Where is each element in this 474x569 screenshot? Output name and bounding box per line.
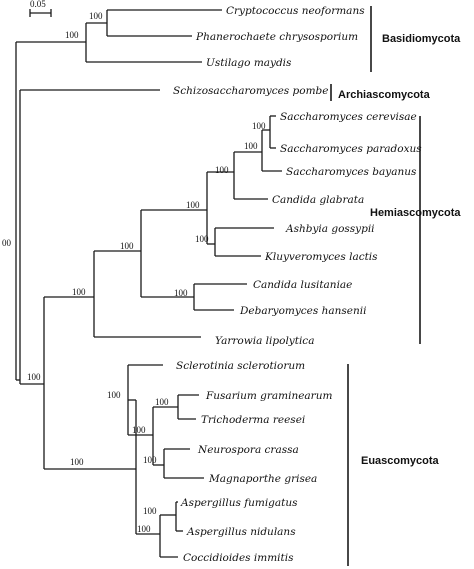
taxon-label: Saccharomyces paradoxus (280, 143, 422, 155)
tree-branches (15, 9, 282, 558)
taxon-label: Fusarium graminearum (205, 390, 332, 402)
support-value: 100 (244, 141, 258, 151)
taxon-label: Magnaporthe grisea (208, 473, 317, 485)
taxon-label: Candida lusitaniae (253, 279, 352, 291)
taxon-label: Saccharomyces bayanus (286, 166, 417, 178)
support-values: 00 100 100 100 100 100 100 100 100 100 1… (2, 11, 266, 534)
taxon-label: Kluyveromyces lactis (264, 251, 378, 263)
taxon-label: Trichoderma reesei (201, 414, 305, 426)
support-value: 100 (137, 524, 151, 534)
taxon-label: Neurospora crassa (197, 444, 299, 456)
support-value: 100 (215, 165, 229, 175)
support-value: 100 (143, 455, 157, 465)
taxon-label: Yarrowia lipolytica (215, 335, 314, 347)
taxon-label: Ashbyia gossypii (285, 223, 375, 235)
support-value: 100 (65, 30, 79, 40)
scale-bar-label: 0.05 (30, 0, 46, 9)
clade-groups: Basidiomycota Archiascomycota Hemiascomy… (330, 6, 461, 566)
support-value: 100 (186, 200, 200, 210)
support-value: 100 (72, 287, 86, 297)
clade-label-euascomycota: Euascomycota (361, 455, 440, 467)
taxon-label: Ustilago maydis (206, 57, 292, 69)
support-value: 100 (252, 121, 266, 131)
support-value: 100 (174, 288, 188, 298)
taxon-label: Coccidioides immitis (183, 552, 294, 564)
taxon-label: Sclerotinia sclerotiorum (176, 360, 305, 372)
support-value: 100 (155, 397, 169, 407)
support-value: 100 (107, 390, 121, 400)
support-value: 100 (27, 372, 41, 382)
support-value: 100 (195, 234, 209, 244)
taxon-label: Cryptococcus neoformans (226, 5, 365, 17)
taxon-label: Saccharomyces cerevisae (280, 111, 417, 123)
support-value: 100 (70, 457, 84, 467)
clade-label-basidiomycota: Basidiomycota (382, 33, 461, 45)
root-support-value: 00 (2, 238, 12, 248)
taxon-label: Aspergillus nidulans (186, 526, 296, 538)
clade-label-hemiascomycota: Hemiascomycota (370, 207, 461, 219)
support-value: 100 (132, 425, 146, 435)
taxon-label: Aspergillus fumigatus (180, 497, 298, 509)
support-value: 100 (120, 241, 134, 251)
support-value: 100 (89, 11, 103, 21)
taxon-label: Candida glabrata (272, 194, 364, 206)
clade-label-archiascomycota: Archiascomycota (338, 89, 431, 101)
taxon-label: Schizosaccharomyces pombe (173, 85, 328, 97)
support-value: 100 (143, 506, 157, 516)
taxon-label: Debaryomyces hansenii (239, 305, 366, 317)
scale-bar: 0.05 (29, 0, 52, 17)
taxon-label: Phanerochaete chrysosporium (195, 31, 358, 43)
taxon-labels: Cryptococcus neoformans Phanerochaete ch… (173, 5, 422, 564)
